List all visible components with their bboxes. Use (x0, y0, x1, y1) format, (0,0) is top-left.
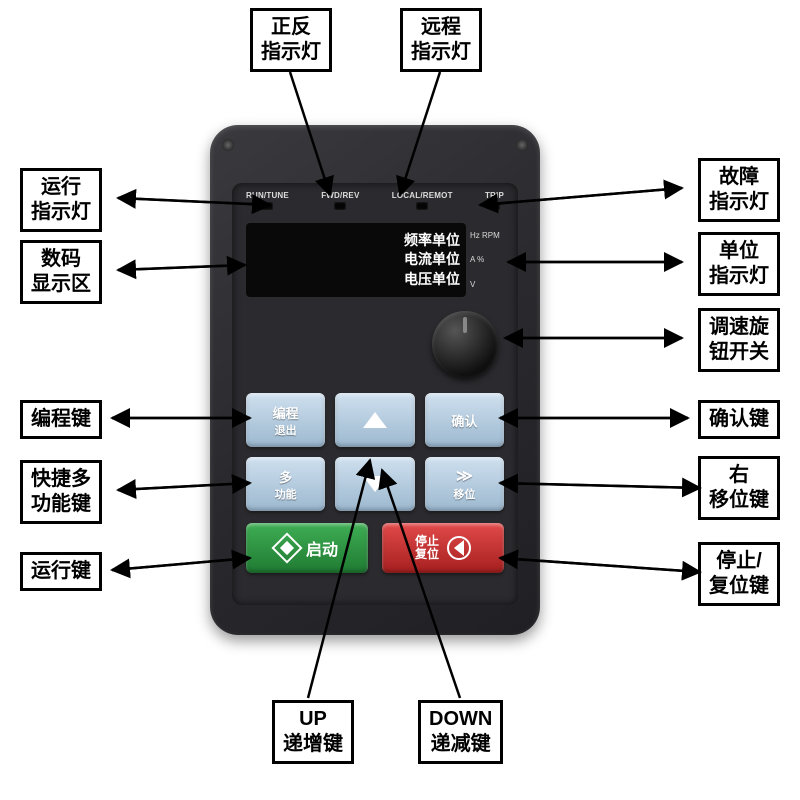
speed-knob[interactable] (432, 311, 498, 377)
callout-multi-key: 快捷多 功能键 (20, 460, 102, 524)
callout-up-key: UP 递增键 (272, 700, 354, 764)
lcd-line: 电压单位 (404, 270, 460, 290)
callout-down-key: DOWN 递减键 (418, 700, 503, 764)
big-key-row: 启动 停止 复位 (246, 523, 504, 573)
callout-unit-led: 单位 指示灯 (698, 232, 780, 296)
up-key[interactable] (335, 393, 414, 447)
callout-run-key: 运行键 (20, 552, 102, 591)
led-localremote: LOCAL/REMOT (392, 191, 453, 210)
front-panel: RUN/TUNE FWD/REV LOCAL/REMOT TRIP 频率单位 电… (232, 183, 518, 605)
shift-icon: ≫ (456, 466, 473, 486)
unit-label: A % (470, 255, 504, 264)
unit-label: V (470, 280, 504, 289)
lcd-display: 频率单位 电流单位 电压单位 (246, 223, 466, 297)
callout-remote-led: 远程 指示灯 (400, 8, 482, 72)
chevron-down-icon (363, 476, 387, 492)
callout-shift-key: 右 移位键 (698, 456, 780, 520)
unit-label: Hz RPM (470, 231, 504, 240)
stop-reset-key[interactable]: 停止 复位 (382, 523, 504, 573)
lcd-line: 电流单位 (404, 250, 460, 270)
key-label: 启动 (306, 536, 338, 560)
run-key[interactable]: 启动 (246, 523, 368, 573)
unit-indicators: Hz RPM A % V (470, 223, 504, 297)
callout-digital-disp: 数码 显示区 (20, 240, 102, 304)
callout-confirm-key: 确认键 (698, 400, 780, 439)
key-label: 移位 (453, 486, 475, 502)
callout-program-key: 编程键 (20, 400, 102, 439)
key-sublabel: 功能 (275, 486, 297, 502)
multifunction-key[interactable]: 多 功能 (246, 457, 325, 511)
run-icon (271, 532, 302, 563)
key-label: 确认 (451, 411, 477, 430)
led-run: RUN/TUNE (246, 191, 289, 210)
lcd-line: 频率单位 (404, 231, 460, 251)
led-label: TRIP (485, 191, 504, 200)
key-sublabel: 退出 (275, 422, 297, 438)
down-key[interactable] (335, 457, 414, 511)
callout-run-led: 运行 指示灯 (20, 168, 102, 232)
led-label: RUN/TUNE (246, 191, 289, 200)
confirm-key[interactable]: 确认 (425, 393, 504, 447)
device-body: RUN/TUNE FWD/REV LOCAL/REMOT TRIP 频率单位 电… (210, 125, 540, 635)
stop-icon (447, 536, 471, 560)
key-label: 编程 (273, 403, 299, 422)
led-trip: TRIP (485, 191, 504, 210)
led-row: RUN/TUNE FWD/REV LOCAL/REMOT TRIP (246, 191, 504, 210)
shift-key[interactable]: ≫ 移位 (425, 457, 504, 511)
key-label: 多 (279, 467, 292, 486)
keypad: 编程 退出 确认 多 功能 ≫ 移位 (246, 393, 504, 511)
screw-icon (516, 139, 528, 151)
program-key[interactable]: 编程 退出 (246, 393, 325, 447)
chevron-up-icon (363, 412, 387, 428)
led-fwdrev: FWD/REV (321, 191, 359, 210)
callout-fwdrev-led: 正反 指示灯 (250, 8, 332, 72)
led-label: FWD/REV (321, 191, 359, 200)
key-sublabel: 复位 (415, 548, 439, 561)
callout-speed-knob: 调速旋 钮开关 (698, 308, 780, 372)
screw-icon (222, 139, 234, 151)
callout-fault-led: 故障 指示灯 (698, 158, 780, 222)
led-label: LOCAL/REMOT (392, 191, 453, 200)
callout-stop-key: 停止/ 复位键 (698, 542, 780, 606)
